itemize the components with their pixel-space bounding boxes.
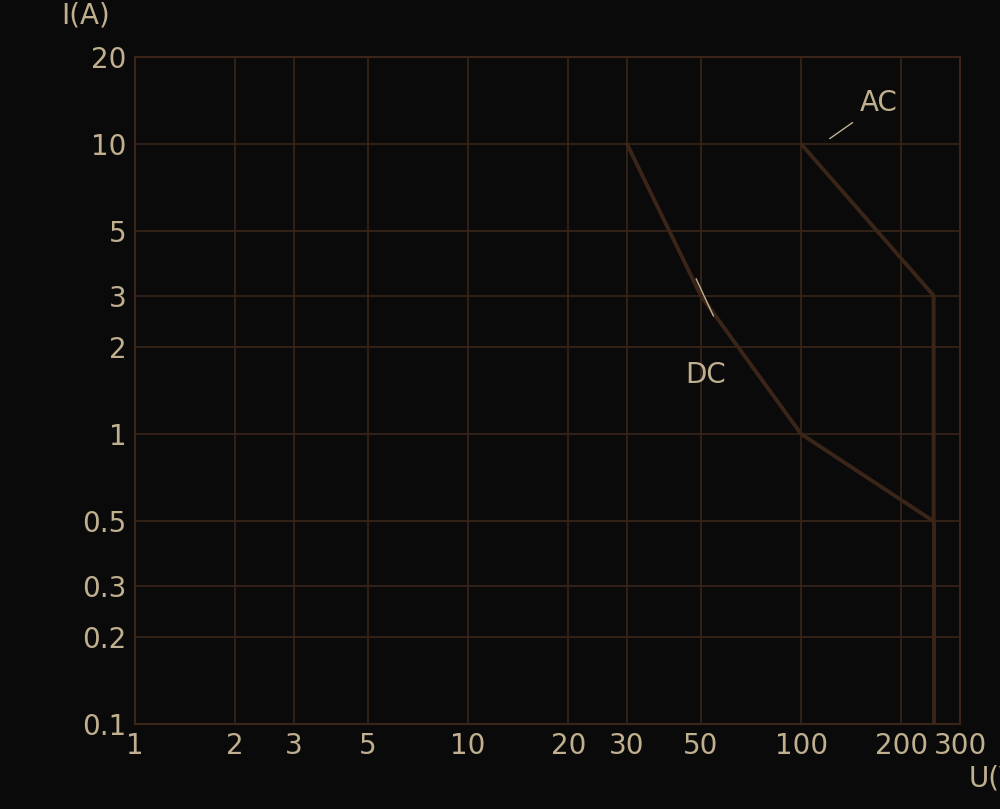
Text: I(A): I(A): [61, 2, 110, 30]
Text: AC: AC: [860, 89, 898, 116]
Text: U(V): U(V): [968, 764, 1000, 792]
Text: DC: DC: [686, 361, 726, 389]
